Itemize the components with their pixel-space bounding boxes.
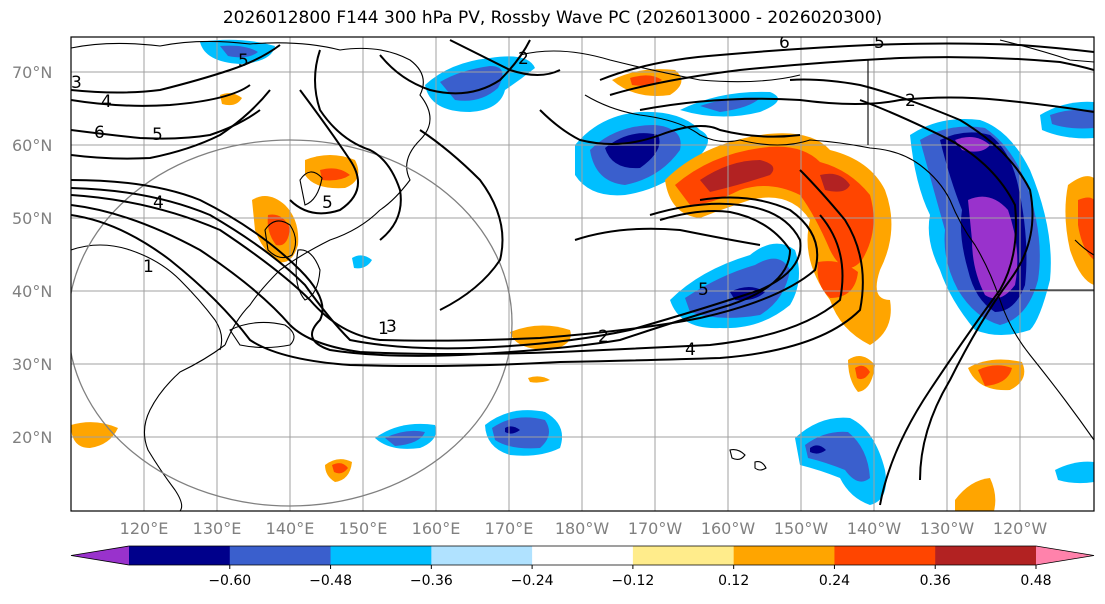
colorbar-extend-low xyxy=(71,546,129,565)
lon-label: 180°W xyxy=(555,519,610,538)
lat-label: 30°N xyxy=(12,355,52,374)
colorbar-segment xyxy=(129,546,231,565)
graticule xyxy=(71,37,1094,511)
lat-label: 50°N xyxy=(12,209,52,228)
colorbar-segment xyxy=(532,546,634,565)
contour-label: 2 xyxy=(518,49,529,69)
lat-label: 60°N xyxy=(12,136,52,155)
longitude-labels: 120°E 130°E 140°E 150°E 160°E 170°E 180°… xyxy=(120,519,1048,538)
contour-label: 2 xyxy=(905,91,916,111)
colorbar-tick-label: 0.36 xyxy=(920,573,951,589)
colorbar-labels: −0.60 −0.48 −0.36 −0.24 −0.12 0.12 0.24 0.36 0.4… xyxy=(208,565,1052,589)
colorbar-tick-label: 0.12 xyxy=(718,573,749,589)
contour-label: 6 xyxy=(779,33,790,53)
lon-label: 170°E xyxy=(485,519,534,538)
colorbar-segment xyxy=(330,546,432,565)
lon-label: 130°E xyxy=(193,519,242,538)
contour-label: 5 xyxy=(152,125,163,145)
lon-label: 150°E xyxy=(339,519,388,538)
lon-label: 130°W xyxy=(920,519,975,538)
map-frame xyxy=(70,36,1095,512)
contour-label: 3 xyxy=(386,317,397,337)
colorbar-segment xyxy=(834,546,936,565)
colorbar-segment xyxy=(229,546,332,565)
colorbar xyxy=(70,545,1095,566)
colorbar-tick-label: −0.24 xyxy=(511,573,554,589)
pv-contours xyxy=(71,39,1094,506)
lon-label: 120°E xyxy=(120,519,169,538)
lat-label: 70°N xyxy=(12,63,52,82)
contour-label: 3 xyxy=(71,73,82,93)
contour-label: 4 xyxy=(101,92,112,112)
contour-label: 5 xyxy=(238,51,249,71)
lat-label: 40°N xyxy=(12,282,52,301)
colorbar-segment xyxy=(431,546,533,565)
latitude-labels: 70°N 60°N 50°N 40°N 30°N 20°N xyxy=(12,63,52,447)
map-title: 2026012800 F144 300 hPa PV, Rossby Wave … xyxy=(222,8,883,28)
colorbar-tick-label: −0.60 xyxy=(208,573,251,589)
contour-label: 6 xyxy=(94,123,105,143)
lat-label: 20°N xyxy=(12,428,52,447)
map-content: 1 1 2 2 2 3 3 4 4 4 5 5 5 5 5 6 6 xyxy=(71,33,1094,511)
colorbar-segment xyxy=(935,546,1037,565)
lon-label: 160°W xyxy=(701,519,756,538)
contour-label: 5 xyxy=(698,280,709,300)
contour-label: 4 xyxy=(685,340,696,360)
contour-label: 4 xyxy=(153,193,164,213)
colorbar-outline xyxy=(70,545,1095,566)
colorbar-tick-label: 0.24 xyxy=(819,573,850,589)
colorbar-segment xyxy=(632,546,735,565)
contour-label: 2 xyxy=(598,327,609,347)
lon-label: 170°W xyxy=(628,519,683,538)
contour-label: 1 xyxy=(143,257,154,277)
pv-anomaly-shading xyxy=(71,39,1094,511)
lon-label: 140°W xyxy=(847,519,902,538)
colorbar-segment xyxy=(733,546,835,565)
coastlines xyxy=(71,39,1094,511)
colorbar-tick-label: −0.36 xyxy=(410,573,453,589)
contour-labels: 1 1 2 2 2 3 3 4 4 4 5 5 5 5 5 6 6 xyxy=(71,33,916,360)
colorbar-tick-label: −0.48 xyxy=(309,573,352,589)
highlight-circle xyxy=(71,139,513,507)
colorbar-extend-high xyxy=(1036,546,1094,565)
contour-label: 5 xyxy=(874,33,885,53)
lon-label: 140°E xyxy=(266,519,315,538)
colorbar-tick-label: 0.48 xyxy=(1020,573,1051,589)
contour-label: 1 xyxy=(378,319,389,339)
lon-label: 120°W xyxy=(993,519,1048,538)
colorbar-tick-label: −0.12 xyxy=(611,573,654,589)
contour-label: 5 xyxy=(322,193,333,213)
lon-label: 150°W xyxy=(774,519,829,538)
lon-label: 160°E xyxy=(412,519,461,538)
